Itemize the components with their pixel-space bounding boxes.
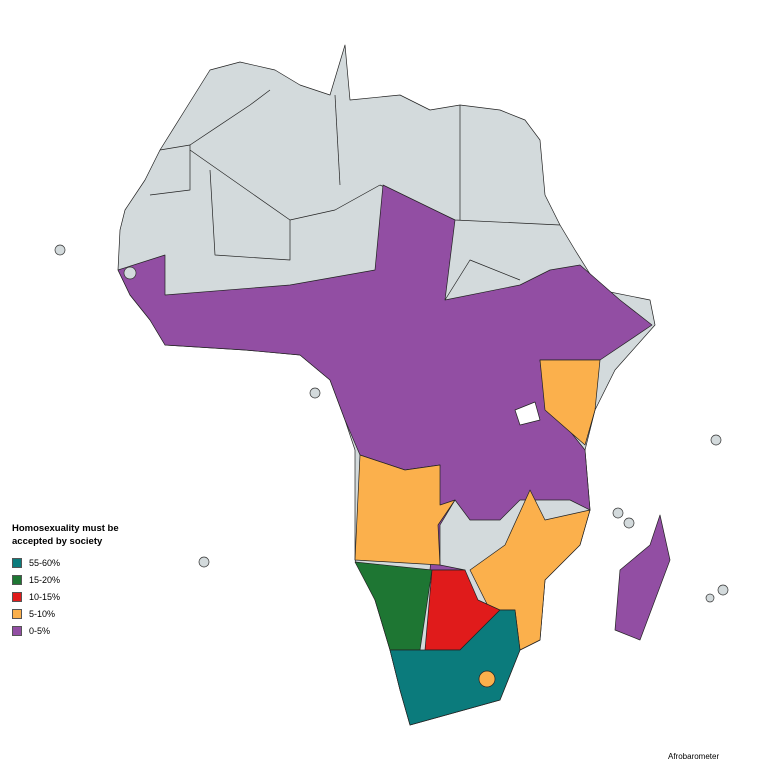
region-0-5	[117, 184, 653, 571]
region-angola	[354, 454, 456, 566]
region-namibia	[354, 561, 433, 651]
islands	[54, 244, 729, 603]
region-kenya	[539, 359, 601, 446]
lake-victoria	[514, 401, 541, 426]
region-south-africa	[389, 609, 521, 726]
legend-label: 55-60%	[29, 557, 61, 568]
legend-swatch	[12, 574, 22, 585]
legend-label: 5-10%	[29, 608, 56, 619]
legend-item: 55-60%	[12, 554, 147, 571]
region-madagascar	[614, 514, 671, 641]
legend-swatch	[12, 608, 22, 619]
legend-items: 55-60% 15-20% 10-15% 5-10% 0-5%	[12, 554, 147, 639]
legend-item: 5-10%	[12, 605, 147, 622]
legend-item: 0-5%	[12, 622, 147, 639]
legend-swatch	[12, 625, 22, 636]
legend-item: 15-20%	[12, 571, 147, 588]
legend-swatch	[12, 557, 22, 568]
legend-label: 10-15%	[29, 591, 61, 602]
legend: Homosexuality must be accepted by societ…	[12, 522, 147, 639]
legend-label: 15-20%	[29, 574, 61, 585]
source: Afrobarometer	[668, 752, 720, 761]
legend-label: 0-5%	[29, 625, 51, 636]
legend-swatch	[12, 591, 22, 602]
region-lesotho	[478, 670, 496, 688]
legend-title: Homosexuality must be accepted by societ…	[12, 523, 119, 547]
legend-item: 10-15%	[12, 588, 147, 605]
